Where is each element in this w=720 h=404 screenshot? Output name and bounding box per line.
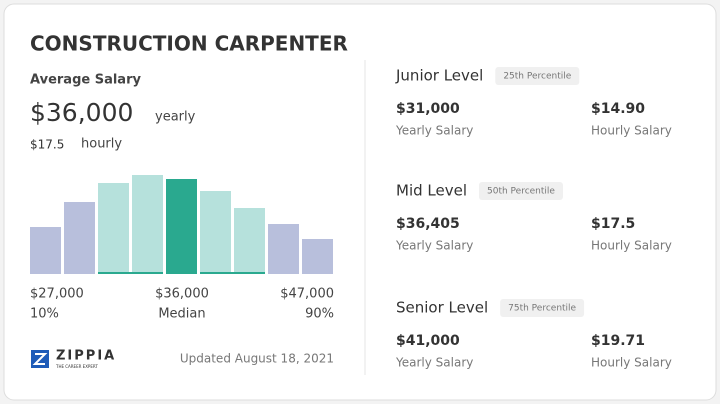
bar [64, 202, 95, 274]
avg-amount: $36,000 [30, 98, 133, 127]
bar [98, 183, 129, 274]
range-high: $47,000 [280, 287, 334, 302]
tagline: THE CAREER EXPERT [55, 364, 98, 369]
bar [200, 191, 231, 274]
yearly-label: Yearly Salary [395, 124, 473, 138]
hourly: $19.71 [591, 333, 645, 349]
bar [302, 239, 333, 274]
avg-hourly: $17.5 [30, 138, 64, 152]
hourly: $17.5 [591, 216, 635, 232]
logo-z [32, 353, 48, 365]
updated: Updated August 18, 2021 [180, 352, 334, 366]
bar-base [98, 272, 163, 274]
level-name: Mid Level [396, 182, 467, 200]
hourly-label: Hourly Salary [591, 356, 672, 370]
range-high-label: 90% [305, 307, 334, 322]
distribution [30, 175, 333, 274]
bar [234, 208, 265, 274]
bar [30, 227, 61, 274]
percentile-badge [479, 182, 563, 200]
avg-period: yearly [155, 110, 196, 125]
percentile-badge [500, 299, 585, 317]
yearly-label: Yearly Salary [395, 239, 473, 253]
percentile: 25th Percentile [503, 72, 571, 82]
bar-base [200, 272, 265, 274]
avg-label: Average Salary [30, 73, 141, 88]
level-name: Junior Level [395, 67, 483, 85]
brand: ZIPPIA [56, 349, 116, 364]
yearly: $41,000 [396, 333, 460, 349]
range-low-label: 10% [30, 307, 59, 322]
yearly-label: Yearly Salary [395, 356, 473, 370]
bar [166, 179, 197, 274]
range-mid-label: Median [158, 307, 205, 322]
range-low: $27,000 [30, 287, 84, 302]
percentile: 75th Percentile [508, 304, 576, 314]
title: CONSTRUCTION CARPENTER [30, 32, 348, 56]
yearly: $31,000 [396, 101, 460, 117]
hourly: $14.90 [591, 101, 645, 117]
level-name: Senior Level [396, 299, 488, 317]
percentile-badge [495, 67, 580, 85]
hourly-label: Hourly Salary [591, 239, 672, 253]
hourly-label: Hourly Salary [591, 124, 672, 138]
percentile: 50th Percentile [487, 187, 555, 197]
logo: ZIPPIA THE CAREER EXPERT [31, 349, 116, 369]
bar [132, 175, 163, 274]
levels: Junior Level 25th Percentile $31,000 Yearly… [395, 67, 672, 370]
bar [268, 224, 299, 274]
yearly: $36,405 [396, 216, 460, 232]
avg-hourly-period: hourly [81, 137, 122, 152]
range-mid: $36,000 [155, 287, 209, 302]
